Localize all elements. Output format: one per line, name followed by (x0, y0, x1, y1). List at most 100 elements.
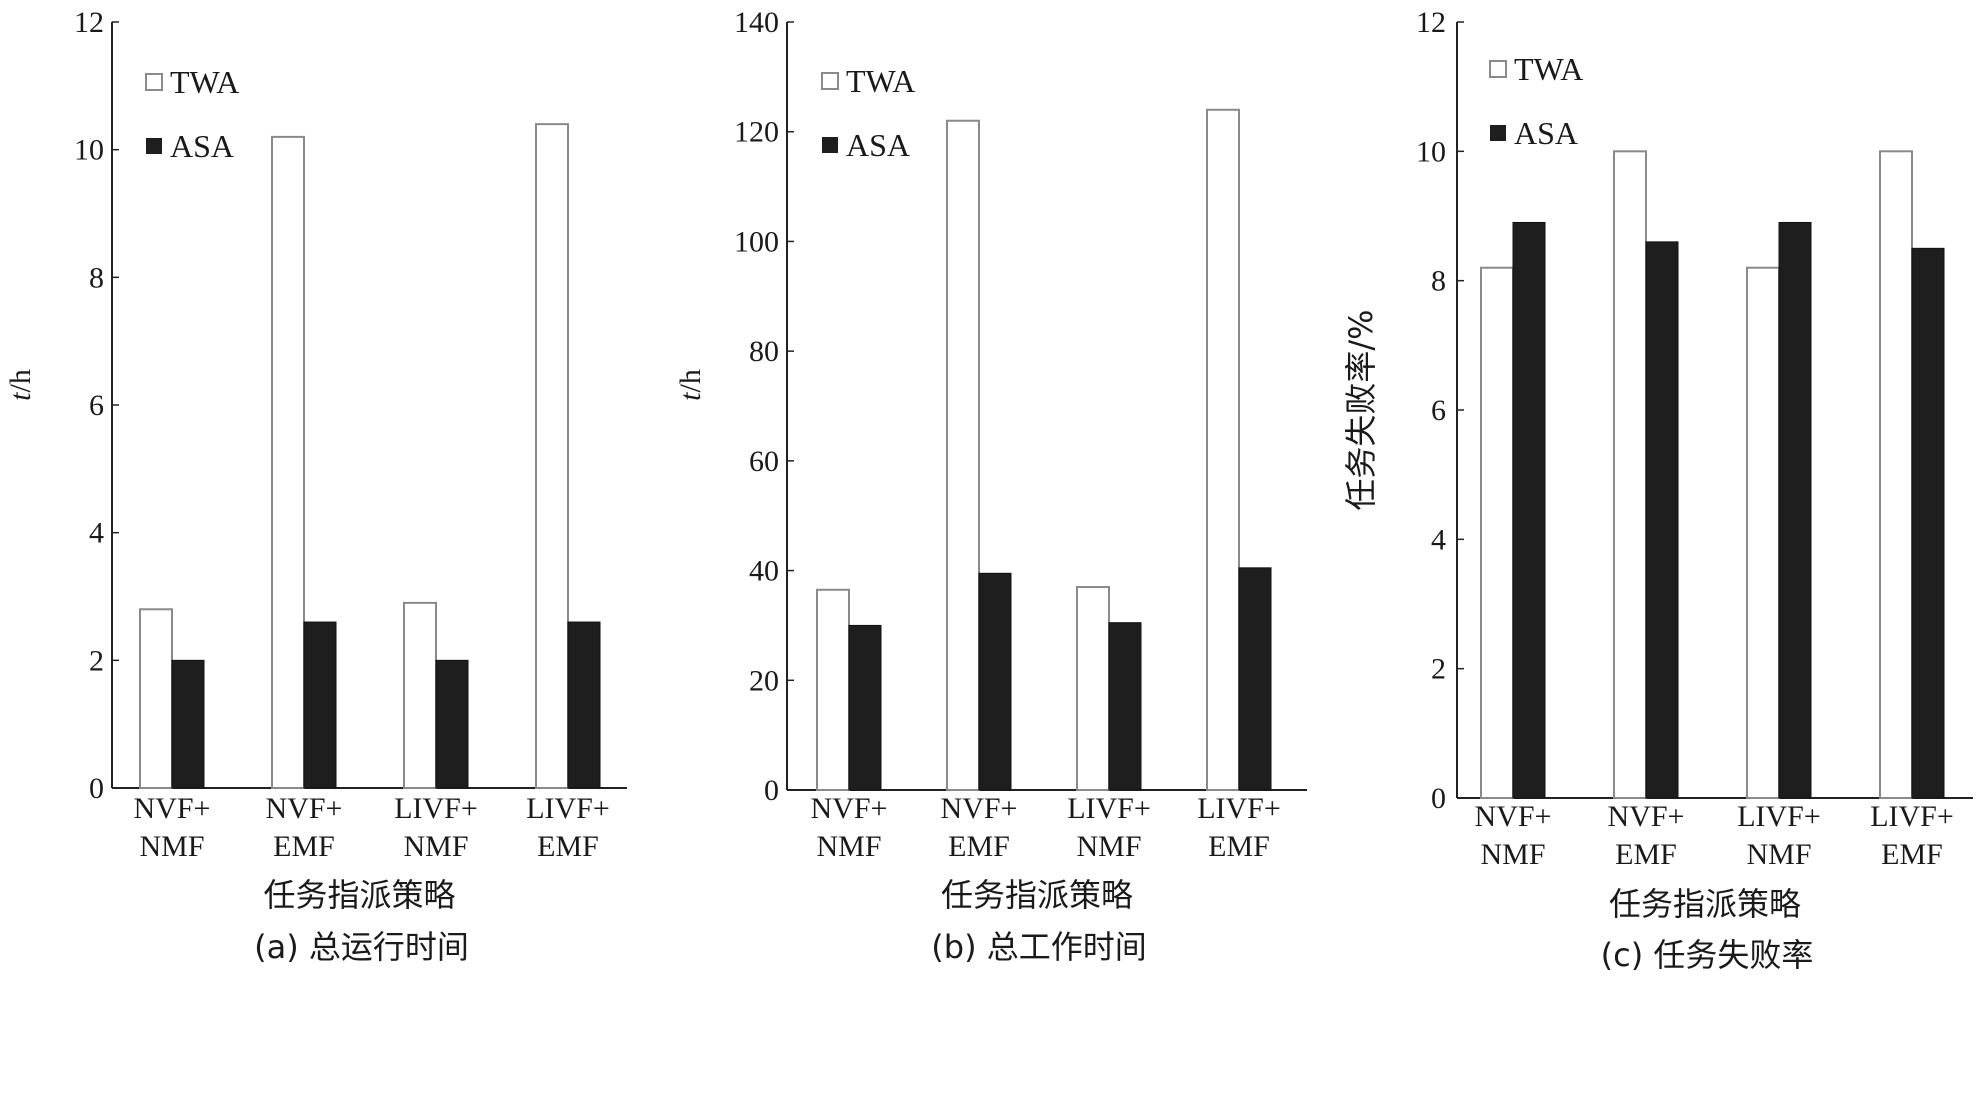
x-tick-label: NVF+ EMF (941, 792, 1018, 863)
y-axis-label-unit: /h (674, 369, 707, 392)
y-tick-label: 0 (1431, 782, 1446, 815)
x-tick-label-line: NVF+ (134, 792, 211, 825)
y-tick-label: 60 (749, 445, 779, 478)
x-tick-label-line: EMF (273, 830, 335, 863)
chart-panel-b: 0 20 40 60 80 100 120 140 NVF+ NMF NVF+ EMF LIVF+ NMF… (674, 6, 1307, 966)
x-tick-label-line: NMF (139, 830, 204, 863)
x-tick-label-line: NVF+ (941, 792, 1018, 825)
legend-label-twa: TWA (846, 63, 915, 99)
chart-panel-c: 0 2 4 6 8 10 12 NVF+ NMF NVF+ EMF LIVF+ NMF LIVF+ EMF T… (1342, 6, 1973, 974)
x-tick-label: LIVF+ NMF (1067, 792, 1151, 863)
bar-twa (946, 119, 980, 791)
legend-swatch-asa (1490, 125, 1506, 141)
x-tick-label-line: EMF (1881, 838, 1943, 871)
x-tick-label: LIVF+ NMF (394, 792, 478, 863)
bar-asa (1512, 221, 1546, 799)
chart-caption: (a) 总运行时间 (254, 928, 469, 966)
y-tick-label: 4 (1431, 523, 1446, 556)
x-tick-label-line: NVF+ (811, 792, 888, 825)
y-tick-label: 8 (1431, 265, 1446, 298)
x-tick-label: LIVF+ EMF (1870, 800, 1954, 871)
bar-twa (139, 608, 173, 789)
x-tick-label-line: NVF+ (266, 792, 343, 825)
bar-asa (848, 624, 882, 791)
x-tick-label: NVF+ NMF (811, 792, 888, 863)
bar-asa (1778, 221, 1812, 799)
y-tick-label: 4 (89, 517, 104, 550)
y-tick-label: 20 (749, 664, 779, 697)
x-axis-label: 任务指派策略 (941, 876, 1133, 914)
x-tick-label-line: NVF+ (1475, 800, 1552, 833)
y-tick-label: 120 (734, 116, 779, 149)
legend-label-asa: ASA (170, 128, 234, 164)
x-tick-label-line: NMF (1076, 830, 1141, 863)
x-tick-label: NVF+ NMF (1475, 800, 1552, 871)
legend-label-twa: TWA (1514, 51, 1583, 87)
y-tick-label: 10 (1416, 135, 1446, 168)
x-tick-label: NVF+ EMF (266, 792, 343, 863)
y-tick-label: 0 (89, 772, 104, 805)
y-tick-label: 2 (89, 644, 104, 677)
bar-asa (1238, 567, 1272, 791)
x-tick-label-line: LIVF+ (1870, 800, 1954, 833)
x-tick-label-line: NMF (1480, 838, 1545, 871)
x-tick-label: NVF+ EMF (1608, 800, 1685, 871)
x-tick-label: LIVF+ NMF (1737, 800, 1821, 871)
x-axis-label: 任务指派策略 (263, 876, 455, 914)
y-axis-label-italic: t (4, 392, 37, 401)
bar-twa (1480, 266, 1514, 799)
x-tick-label: NVF+ NMF (134, 792, 211, 863)
y-tick-label: 10 (74, 134, 104, 167)
bar-twa (1746, 266, 1780, 799)
legend-swatch-asa (146, 138, 162, 154)
x-tick-label-line: NMF (403, 830, 468, 863)
bar-asa (303, 621, 337, 789)
y-tick-label: 12 (74, 6, 104, 39)
x-tick-label: LIVF+ EMF (1197, 792, 1281, 863)
chart-caption: (c) 任务失败率 (1601, 936, 1814, 974)
bar-asa (435, 659, 469, 789)
x-tick-label: LIVF+ EMF (526, 792, 610, 863)
bar-asa (567, 621, 601, 789)
y-tick-label: 100 (734, 225, 779, 258)
y-tick-label: 8 (89, 261, 104, 294)
x-axis-label: 任务指派策略 (1609, 885, 1801, 923)
y-tick-label: 2 (1431, 653, 1446, 686)
legend-label-twa: TWA (170, 64, 239, 100)
legend-label-asa: ASA (1514, 115, 1578, 151)
bar-twa (1613, 150, 1647, 800)
bar-asa (978, 572, 1012, 791)
bar-asa (1108, 622, 1142, 791)
y-tick-label: 80 (749, 335, 779, 368)
y-tick-label: 0 (764, 774, 779, 807)
legend-swatch-asa (822, 137, 838, 153)
x-tick-label-line: EMF (1208, 830, 1270, 863)
bar-twa (271, 135, 305, 789)
bar-twa (1206, 108, 1240, 792)
legend-swatch-twa (145, 73, 163, 91)
y-tick-label: 6 (1431, 394, 1446, 427)
chart-caption: (b) 总工作时间 (931, 928, 1146, 966)
legend-label-asa: ASA (846, 127, 910, 163)
y-axis-label-italic: t (674, 392, 707, 401)
x-tick-label-line: LIVF+ (1067, 792, 1151, 825)
bar-twa (403, 601, 437, 790)
y-tick-label: 6 (89, 389, 104, 422)
legend-swatch-twa (1489, 60, 1507, 78)
x-tick-label-line: NVF+ (1608, 800, 1685, 833)
bar-asa (171, 659, 205, 789)
x-tick-label-line: LIVF+ (1197, 792, 1281, 825)
y-tick-label: 140 (734, 6, 779, 39)
bar-asa (1911, 247, 1945, 799)
y-axis-label: 任务失败率/% (1342, 309, 1380, 510)
y-axis-label: t/h (4, 369, 37, 401)
x-tick-label-line: EMF (948, 830, 1010, 863)
y-axis-label: t/h (674, 369, 707, 401)
x-tick-label-line: NMF (816, 830, 881, 863)
x-tick-label-line: EMF (1615, 838, 1677, 871)
bar-twa (816, 588, 850, 791)
y-axis-label-unit: /h (4, 369, 37, 392)
bar-twa (1879, 150, 1913, 800)
x-tick-label-line: LIVF+ (526, 792, 610, 825)
